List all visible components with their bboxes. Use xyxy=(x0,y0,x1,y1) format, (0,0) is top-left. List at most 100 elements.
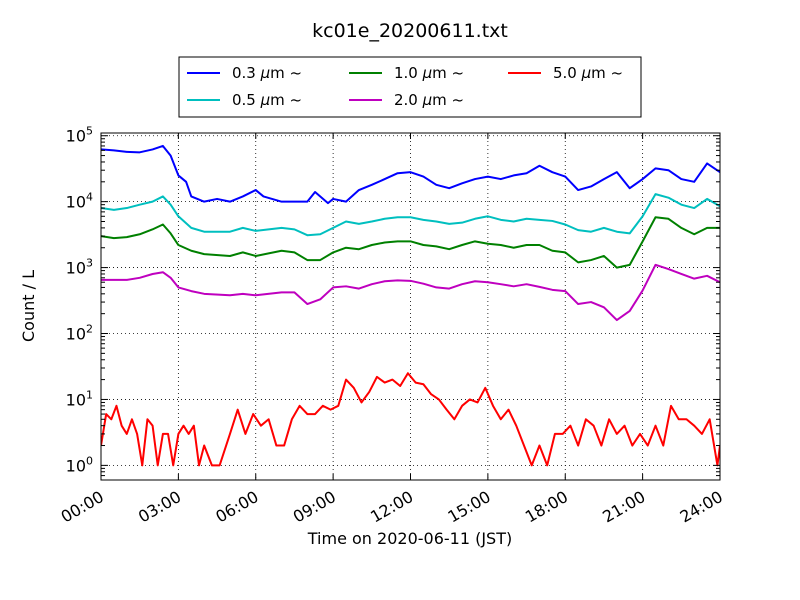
data-point xyxy=(593,425,595,427)
data-point xyxy=(600,444,602,447)
data-point xyxy=(110,418,112,420)
data-point xyxy=(474,280,476,282)
data-point xyxy=(590,301,592,303)
data-point xyxy=(654,167,657,169)
data-point xyxy=(177,433,179,435)
data-point xyxy=(322,405,324,407)
data-point xyxy=(229,294,231,296)
data-point xyxy=(190,290,192,292)
data-point xyxy=(177,215,179,217)
series-line xyxy=(101,193,720,237)
data-point xyxy=(680,227,682,229)
legend-label-part: 2.0 xyxy=(394,91,423,109)
legend-label-part: m ~ xyxy=(270,64,302,82)
data-point xyxy=(262,195,265,198)
data-point xyxy=(667,268,670,270)
data-point xyxy=(667,218,670,220)
data-point xyxy=(126,151,128,153)
data-point xyxy=(260,425,262,427)
legend-label: 0.3 μm ~ xyxy=(232,64,302,82)
data-point xyxy=(435,286,437,289)
data-point xyxy=(629,232,631,234)
data-point xyxy=(551,171,553,173)
legend-label-part: 0.3 xyxy=(232,64,261,82)
data-point xyxy=(358,223,360,225)
data-point xyxy=(397,172,399,174)
legend: 0.3 μm ~0.5 μm ~1.0 μm ~2.0 μm ~5.0 μm ~ xyxy=(178,56,642,118)
data-point xyxy=(685,418,688,420)
y-tick-base: 10 xyxy=(66,127,86,146)
data-point xyxy=(616,171,618,173)
data-point xyxy=(654,193,657,195)
data-point xyxy=(448,187,450,189)
data-point xyxy=(345,285,347,287)
data-point xyxy=(384,241,386,244)
data-point xyxy=(551,250,553,252)
data-point xyxy=(515,425,517,427)
data-point xyxy=(255,294,257,296)
data-point xyxy=(538,165,541,167)
data-point xyxy=(252,413,254,415)
legend-label-part: m ~ xyxy=(591,64,623,82)
x-axis-label: Time on 2020-06-11 (JST) xyxy=(307,529,512,548)
data-point xyxy=(170,277,172,279)
data-point xyxy=(474,218,476,220)
data-point xyxy=(500,219,502,221)
data-point xyxy=(275,444,277,447)
legend-label-part: μ xyxy=(260,64,271,82)
data-point xyxy=(146,418,149,420)
data-point xyxy=(487,243,489,245)
data-point xyxy=(667,169,670,171)
data-point xyxy=(255,189,257,191)
data-point xyxy=(523,444,525,447)
data-point xyxy=(280,227,283,229)
legend-label-part: μ xyxy=(260,91,271,109)
data-point xyxy=(500,244,502,246)
series-line xyxy=(101,216,720,269)
data-point xyxy=(237,409,239,411)
series-line xyxy=(101,263,720,322)
data-point xyxy=(139,277,141,279)
legend-label-part: μ xyxy=(581,64,592,82)
data-point xyxy=(569,425,572,427)
y-tick-base: 10 xyxy=(66,325,86,344)
data-point xyxy=(203,444,205,447)
data-point xyxy=(577,261,579,263)
data-point xyxy=(358,288,360,290)
data-point xyxy=(242,293,244,295)
data-point xyxy=(554,433,556,435)
data-point xyxy=(474,178,476,180)
data-point xyxy=(500,418,502,420)
data-point xyxy=(564,251,566,253)
data-point xyxy=(564,290,566,292)
data-point xyxy=(151,228,154,230)
data-point xyxy=(306,413,308,415)
y-tick-exponent: 0 xyxy=(86,454,93,467)
data-point xyxy=(513,247,515,249)
series-4 xyxy=(101,372,720,467)
data-point xyxy=(345,379,347,381)
data-point xyxy=(151,148,154,151)
data-point xyxy=(639,433,641,435)
data-point xyxy=(177,244,179,246)
data-point xyxy=(525,283,528,285)
data-point xyxy=(329,409,332,411)
data-point xyxy=(409,240,412,242)
legend-label: 2.0 μm ~ xyxy=(394,91,464,109)
series-3 xyxy=(101,263,720,322)
data-point xyxy=(242,195,244,198)
data-point xyxy=(190,227,192,229)
data-point xyxy=(229,201,231,203)
data-point xyxy=(113,209,115,211)
data-point xyxy=(590,259,592,261)
data-point xyxy=(345,247,347,249)
legend-label: 5.0 μm ~ xyxy=(553,64,623,82)
data-point xyxy=(332,251,334,253)
data-point xyxy=(353,387,355,389)
data-point xyxy=(280,291,283,294)
data-point xyxy=(577,189,579,191)
data-point xyxy=(654,216,657,218)
y-tick-exponent: 5 xyxy=(86,125,93,138)
legend-label-part: 5.0 xyxy=(553,64,582,82)
